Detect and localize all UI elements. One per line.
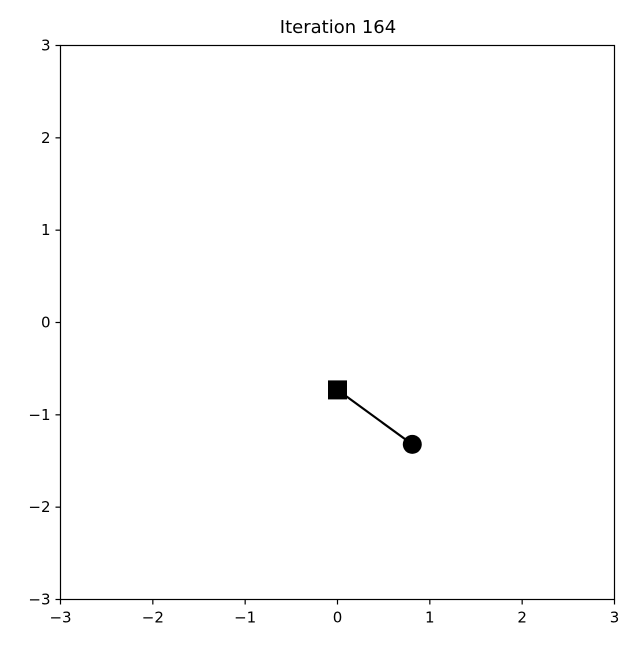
series-line <box>336 389 413 446</box>
x-axis: −3 −2 −1 0 1 2 3 <box>49 599 620 627</box>
chart-title: Iteration 164 <box>280 17 396 38</box>
y-tick-label: 3 <box>41 37 51 55</box>
x-tick-label: 2 <box>517 609 527 627</box>
plot-area <box>328 380 422 454</box>
x-tick-label: 1 <box>425 609 435 627</box>
x-tick-label: 3 <box>610 609 620 627</box>
y-tick-label: 1 <box>41 221 51 239</box>
y-tick-label: 0 <box>41 314 51 332</box>
x-tick-label: 0 <box>333 609 343 627</box>
y-tick-label: 2 <box>41 129 51 147</box>
x-tick-label: −3 <box>49 609 71 627</box>
square-marker <box>328 380 347 400</box>
x-tick-label: −1 <box>234 609 256 627</box>
circle-marker <box>402 434 422 454</box>
x-tick-label: −2 <box>142 609 164 627</box>
y-tick-label: −2 <box>28 498 50 516</box>
y-tick-label: −1 <box>28 406 50 424</box>
y-tick-label: −3 <box>28 591 50 609</box>
axes-frame <box>59 44 616 601</box>
y-axis: −3 −2 −1 0 1 2 3 <box>28 37 61 609</box>
